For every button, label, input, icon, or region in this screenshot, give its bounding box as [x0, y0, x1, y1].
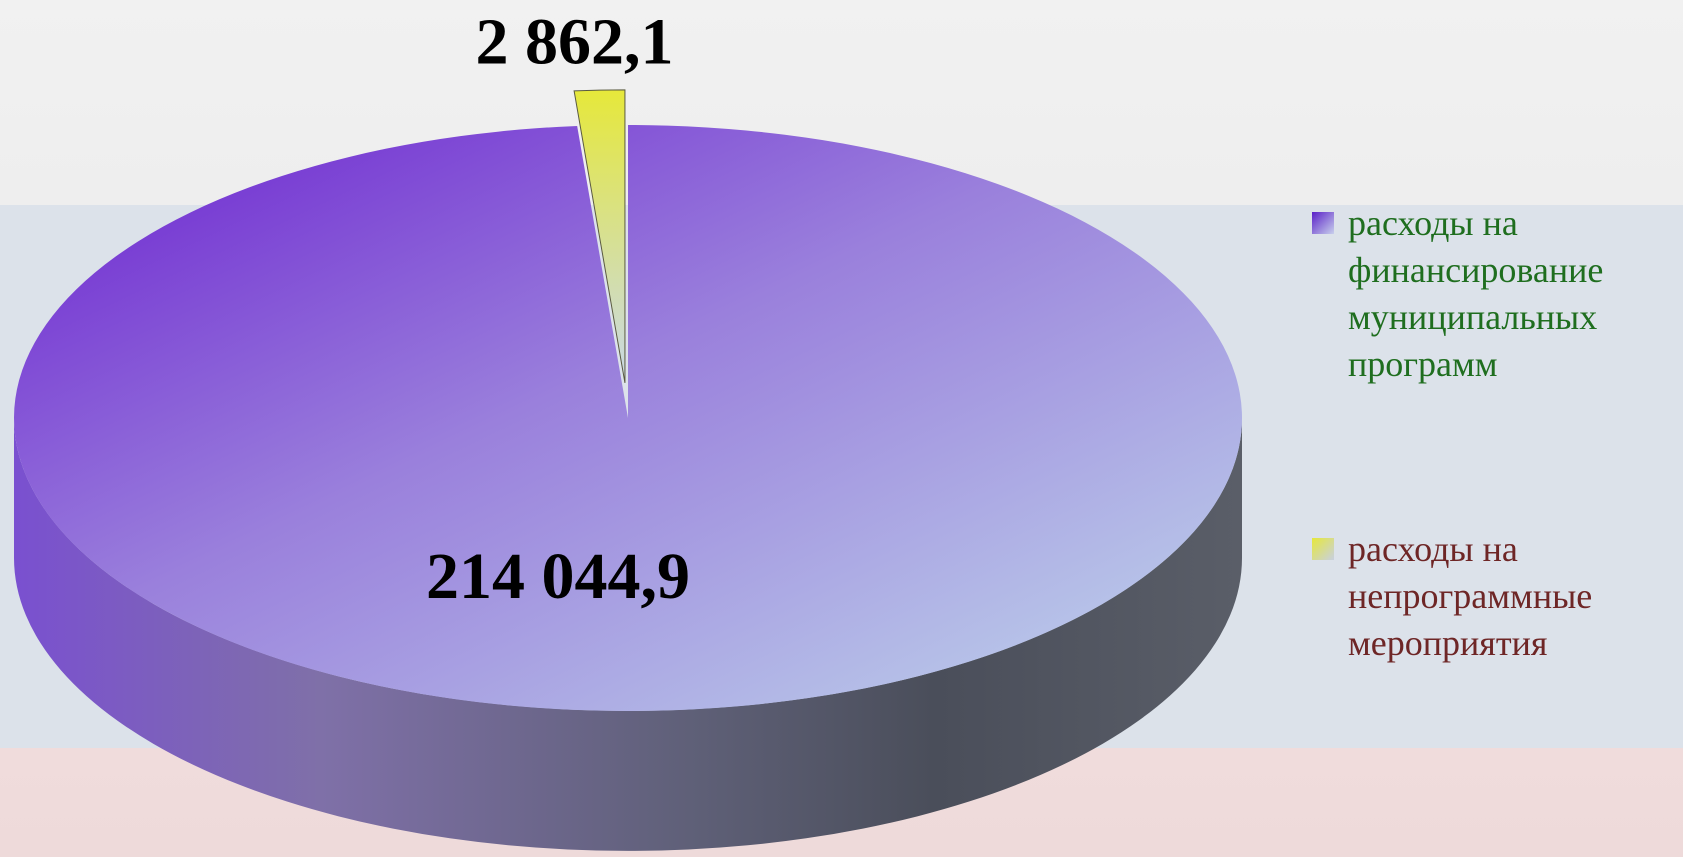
legend-swatch	[1312, 212, 1334, 234]
legend-item: расходы на непрограммные мероприятия	[1312, 526, 1678, 667]
data-label: 214 044,9	[426, 540, 690, 613]
legend-label: расходы на непрограммные мероприятия	[1348, 529, 1593, 663]
pie-side	[14, 418, 1242, 851]
pie-slice	[573, 89, 626, 383]
legend-label: расходы на финансирование муниципальных …	[1348, 203, 1604, 384]
legend-swatch	[1312, 538, 1334, 560]
data-label: 2 862,1	[476, 5, 674, 78]
pie-slice	[14, 125, 1243, 711]
legend-item: расходы на финансирование муниципальных …	[1312, 200, 1678, 388]
